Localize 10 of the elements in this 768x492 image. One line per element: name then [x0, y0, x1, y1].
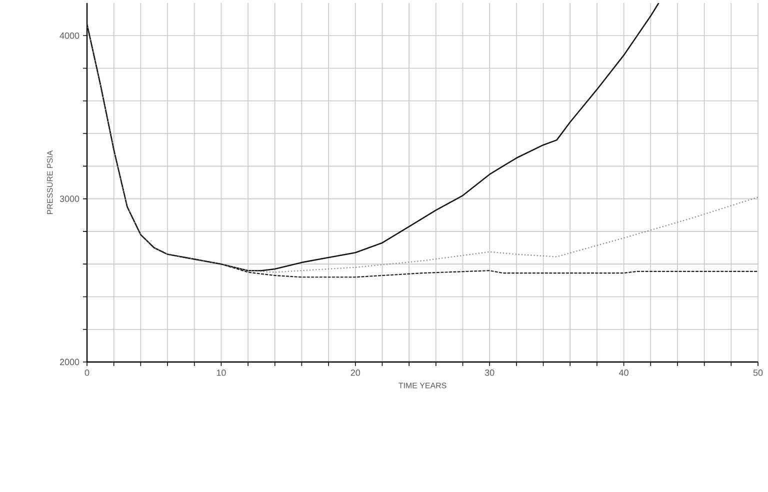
x-tick-label: 20	[350, 369, 360, 376]
x-tick-label: 40	[619, 369, 628, 376]
x-tick-label: 10	[216, 369, 226, 376]
line-series	[87, 2, 660, 272]
x-tick-label: 30	[484, 369, 494, 376]
y-tick-label: 2000	[60, 358, 80, 366]
y-tick-label: 3000	[60, 196, 80, 202]
y-tick-label: 4000	[60, 32, 80, 39]
x-tick-label: 50	[753, 369, 763, 376]
x-tick-label: 0	[84, 369, 90, 376]
